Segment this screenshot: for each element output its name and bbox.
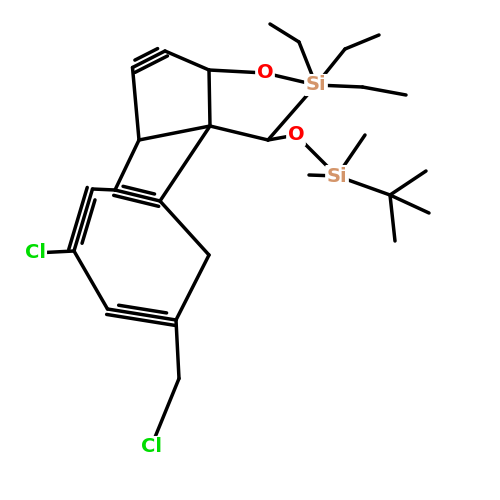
Text: O: O: [256, 64, 274, 82]
Text: Si: Si: [306, 76, 326, 94]
Text: Si: Si: [326, 166, 347, 186]
Text: Cl: Cl: [24, 244, 46, 262]
Text: O: O: [288, 126, 304, 144]
Text: Cl: Cl: [140, 438, 162, 456]
